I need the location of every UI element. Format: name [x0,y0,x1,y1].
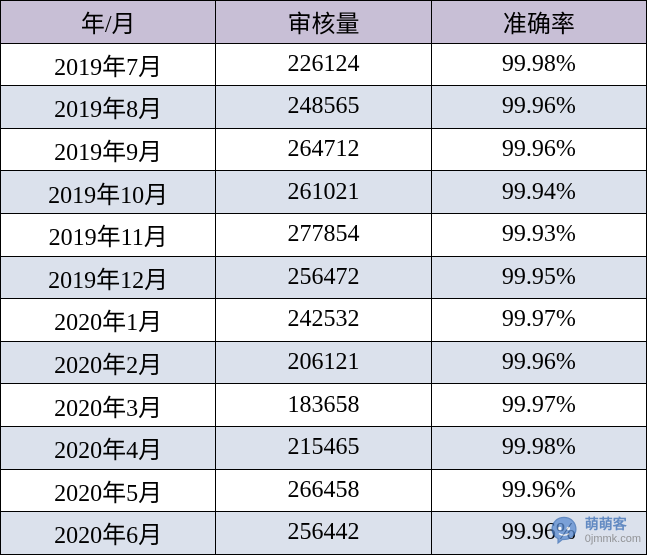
table-header-row: 年/月 审核量 准确率 [1,1,647,44]
cell-accuracy: 99.97% [431,299,646,342]
cell-volume: 248565 [216,86,431,129]
table-row: 2020年3月18365899.97% [1,384,647,427]
cell-volume: 264712 [216,128,431,171]
cell-period: 2020年2月 [1,341,216,384]
col-header-period: 年/月 [1,1,216,44]
cell-volume: 206121 [216,341,431,384]
cell-period: 2019年10月 [1,171,216,214]
cell-period: 2020年5月 [1,469,216,512]
cell-period: 2020年4月 [1,426,216,469]
cell-volume: 183658 [216,384,431,427]
table-row: 2019年11月27785499.93% [1,213,647,256]
cell-accuracy: 99.96% [431,128,646,171]
table-row: 2019年10月26102199.94% [1,171,647,214]
table-row: 2019年8月24856599.96% [1,86,647,129]
cell-accuracy: 99.98% [431,426,646,469]
cell-volume: 242532 [216,299,431,342]
cell-accuracy: 99.93% [431,213,646,256]
table-row: 2019年12月25647299.95% [1,256,647,299]
cell-period: 2020年6月 [1,512,216,555]
cell-accuracy: 99.96% [431,86,646,129]
cell-accuracy: 99.98% [431,43,646,86]
cell-period: 2020年3月 [1,384,216,427]
table-row: 2020年5月26645899.96% [1,469,647,512]
cell-accuracy: 99.96% [431,512,646,555]
cell-period: 2020年1月 [1,299,216,342]
cell-accuracy: 99.95% [431,256,646,299]
col-header-volume: 审核量 [216,1,431,44]
cell-period: 2019年11月 [1,213,216,256]
cell-volume: 256442 [216,512,431,555]
table-row: 2020年4月21546599.98% [1,426,647,469]
data-table: 年/月 审核量 准确率 2019年7月22612499.98%2019年8月24… [0,0,647,555]
cell-accuracy: 99.96% [431,341,646,384]
col-header-accuracy: 准确率 [431,1,646,44]
cell-volume: 226124 [216,43,431,86]
cell-volume: 215465 [216,426,431,469]
cell-period: 2019年9月 [1,128,216,171]
cell-accuracy: 99.97% [431,384,646,427]
cell-volume: 256472 [216,256,431,299]
table-body: 2019年7月22612499.98%2019年8月24856599.96%20… [1,43,647,554]
cell-period: 2019年12月 [1,256,216,299]
cell-volume: 261021 [216,171,431,214]
cell-volume: 266458 [216,469,431,512]
cell-period: 2019年7月 [1,43,216,86]
table-row: 2019年7月22612499.98% [1,43,647,86]
table-row: 2019年9月26471299.96% [1,128,647,171]
table-row: 2020年2月20612199.96% [1,341,647,384]
cell-volume: 277854 [216,213,431,256]
cell-accuracy: 99.96% [431,469,646,512]
table-row: 2020年6月25644299.96% [1,512,647,555]
cell-accuracy: 99.94% [431,171,646,214]
table-row: 2020年1月24253299.97% [1,299,647,342]
cell-period: 2019年8月 [1,86,216,129]
